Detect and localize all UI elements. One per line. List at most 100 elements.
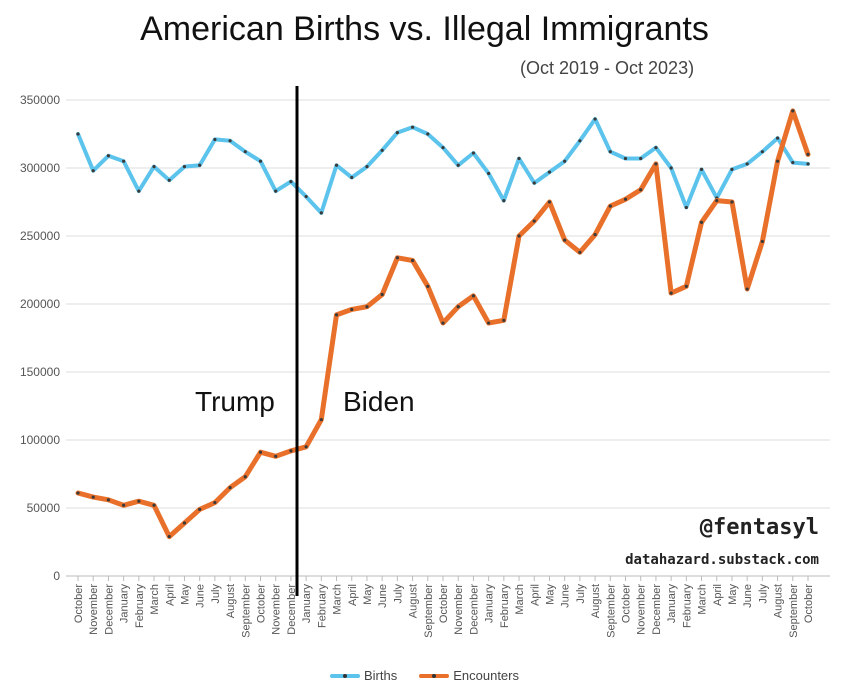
data-point-encounters (532, 219, 536, 223)
x-tick-label: October (621, 584, 633, 623)
data-point-encounters (456, 305, 460, 309)
data-point-births (654, 146, 658, 150)
x-tick-label: January (666, 584, 678, 624)
data-point-encounters (471, 294, 476, 298)
data-point-births (578, 139, 582, 143)
x-tick-label: October (256, 584, 268, 623)
encounters-swatch-icon (419, 673, 450, 678)
data-point-births (182, 165, 187, 169)
data-point-encounters (198, 507, 202, 511)
data-point-encounters (258, 450, 263, 454)
legend-label-encounters: Encounters (453, 668, 519, 683)
chart-title: American Births vs. Illegal Immigrants (140, 10, 709, 48)
data-point-encounters (684, 284, 688, 288)
data-point-births (563, 159, 567, 163)
data-point-encounters (395, 256, 399, 260)
series-line-births (76, 117, 810, 215)
x-tick-label: August (225, 584, 237, 618)
data-point-encounters (365, 305, 369, 309)
data-point-births (487, 171, 491, 176)
data-point-encounters (380, 292, 384, 297)
y-tick-label: 0 (53, 569, 60, 583)
data-point-births (502, 199, 506, 203)
y-tick-label: 300000 (20, 161, 60, 175)
x-tick-label: July (210, 584, 222, 604)
data-point-births (304, 194, 308, 199)
data-point-encounters (760, 239, 764, 244)
data-point-births (274, 189, 278, 193)
x-tick-label: June (742, 584, 754, 608)
data-point-births (395, 131, 399, 135)
x-tick-label: July (575, 584, 587, 604)
data-point-encounters (639, 188, 643, 192)
x-tick-label: December (103, 584, 115, 635)
x-tick-label: March (149, 584, 161, 615)
data-point-encounters (563, 238, 567, 242)
data-point-encounters (304, 445, 308, 449)
data-point-encounters (319, 418, 323, 422)
data-point-births (471, 151, 476, 155)
data-point-births (410, 125, 415, 129)
x-tick-label: October (73, 584, 85, 623)
x-tick-label: February (499, 584, 511, 629)
x-tick-label: July (392, 584, 404, 604)
y-tick-label: 200000 (20, 297, 60, 311)
data-point-births (106, 154, 111, 158)
data-point-encounters (578, 250, 582, 254)
x-tick-label: December (468, 584, 480, 635)
x-tick-label: November (271, 584, 283, 635)
data-point-births (806, 162, 810, 166)
data-point-births (76, 132, 80, 136)
x-tick-label: April (529, 584, 541, 606)
data-point-births (426, 132, 430, 136)
y-tick-label: 150000 (20, 365, 60, 379)
data-point-encounters (517, 234, 521, 238)
data-point-births (669, 166, 673, 170)
data-point-births (137, 189, 141, 193)
x-tick-label: June (195, 584, 207, 608)
credit-handle: @fentasyl (699, 515, 819, 540)
data-point-births (198, 163, 202, 167)
data-point-encounters (137, 499, 141, 503)
data-point-encounters (487, 321, 491, 325)
data-point-encounters (274, 454, 278, 458)
x-tick-label: April (347, 584, 359, 606)
data-point-births (441, 146, 445, 150)
data-point-births (350, 175, 354, 180)
x-tick-label: August (408, 584, 420, 618)
data-point-encounters (593, 233, 597, 237)
data-point-births (517, 156, 521, 161)
data-point-encounters (106, 498, 111, 502)
credit-site: datahazard.substack.com (625, 552, 819, 568)
data-point-encounters (502, 318, 506, 322)
data-point-encounters (410, 258, 415, 263)
data-point-births (730, 167, 734, 171)
x-tick-label: March (332, 584, 344, 615)
data-point-births (456, 163, 460, 167)
data-point-encounters (91, 495, 95, 499)
y-tick-label: 50000 (27, 501, 61, 515)
y-tick-label: 100000 (20, 433, 60, 447)
x-tick-label: November (88, 584, 100, 635)
data-point-encounters (654, 162, 658, 166)
x-tick-label: April (712, 584, 724, 606)
chart-subtitle: (Oct 2019 - Oct 2023) (520, 58, 695, 78)
data-point-encounters (608, 204, 612, 208)
x-tick-label: March (514, 584, 526, 615)
data-point-encounters (76, 491, 80, 495)
trump-period-label: Trump (195, 386, 275, 417)
x-tick-label: May (544, 584, 556, 605)
biden-period-label: Biden (343, 386, 415, 417)
chart-legend: Births Encounters (330, 668, 519, 683)
data-point-encounters (791, 109, 795, 113)
data-point-encounters (441, 321, 445, 325)
x-tick-label: November (636, 584, 648, 635)
data-point-encounters (167, 534, 171, 539)
data-point-encounters (745, 287, 749, 291)
data-point-encounters (426, 284, 430, 288)
births-swatch-icon (330, 673, 360, 678)
data-point-births (258, 159, 263, 163)
data-point-births (91, 169, 95, 173)
x-tick-label: June (377, 584, 389, 608)
